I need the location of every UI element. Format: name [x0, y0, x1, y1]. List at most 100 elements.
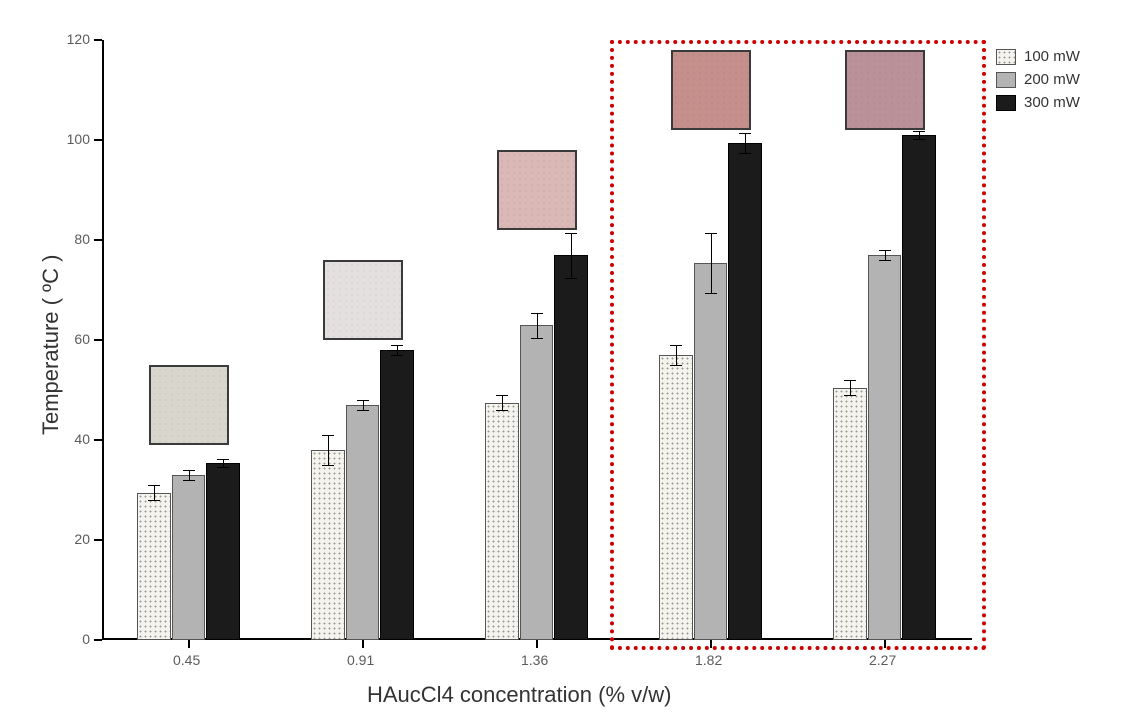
chart-stage: Temperature ( ºC ) HAucCl4 concentration… — [0, 0, 1146, 728]
error-cap — [496, 410, 508, 411]
bar — [659, 355, 693, 640]
y-axis-label: Temperature ( ºC ) — [38, 255, 64, 435]
legend-swatch — [996, 95, 1016, 111]
error-bar — [745, 133, 746, 153]
x-tick — [710, 640, 712, 648]
x-tick-label: 0.45 — [173, 652, 200, 668]
error-cap — [183, 470, 195, 471]
error-cap — [391, 345, 403, 346]
error-cap — [531, 313, 543, 314]
error-cap — [879, 260, 891, 261]
sample-swatch — [671, 50, 751, 130]
sample-swatch — [323, 260, 403, 340]
legend-label: 100 mW — [1024, 48, 1080, 65]
error-cap — [496, 395, 508, 396]
y-tick — [94, 339, 102, 341]
error-cap — [322, 435, 334, 436]
sample-swatch — [497, 150, 577, 230]
bar — [520, 325, 554, 640]
error-bar — [919, 131, 920, 139]
error-bar — [676, 345, 677, 365]
bar — [728, 143, 762, 641]
error-bar — [154, 485, 155, 500]
error-cap — [844, 395, 856, 396]
x-tick-label: 0.91 — [347, 652, 374, 668]
sample-swatch — [845, 50, 925, 130]
error-cap — [183, 480, 195, 481]
legend-label: 300 mW — [1024, 94, 1080, 111]
error-cap — [739, 153, 751, 154]
legend-swatch — [996, 49, 1016, 65]
legend-label: 200 mW — [1024, 71, 1080, 88]
error-cap — [913, 139, 925, 140]
error-cap — [565, 233, 577, 234]
y-tick — [94, 39, 102, 41]
x-tick-label: 1.82 — [695, 652, 722, 668]
error-bar — [189, 470, 190, 480]
legend-item: 200 mW — [996, 71, 1080, 88]
y-tick-label: 60 — [74, 331, 90, 347]
legend: 100 mW 200 mW 300 mW — [996, 48, 1080, 117]
error-cap — [148, 500, 160, 501]
x-tick — [536, 640, 538, 648]
error-bar — [223, 459, 224, 467]
legend-item: 100 mW — [996, 48, 1080, 65]
error-cap — [705, 293, 717, 294]
sample-swatch — [149, 365, 229, 445]
error-cap — [670, 365, 682, 366]
bar — [902, 135, 936, 640]
error-cap — [531, 338, 543, 339]
error-cap — [217, 467, 229, 468]
error-cap — [879, 250, 891, 251]
error-bar — [850, 380, 851, 395]
error-bar — [537, 313, 538, 338]
error-cap — [322, 465, 334, 466]
y-tick-label: 120 — [67, 31, 90, 47]
y-tick-label: 100 — [67, 131, 90, 147]
error-bar — [711, 233, 712, 293]
error-cap — [217, 459, 229, 460]
legend-item: 300 mW — [996, 94, 1080, 111]
error-bar — [571, 233, 572, 278]
error-cap — [739, 133, 751, 134]
error-bar — [363, 400, 364, 410]
bar — [172, 475, 206, 640]
x-tick-label: 2.27 — [869, 652, 896, 668]
error-cap — [391, 355, 403, 356]
error-cap — [913, 131, 925, 132]
bar — [346, 405, 380, 640]
bar — [380, 350, 414, 640]
y-tick — [94, 539, 102, 541]
error-bar — [328, 435, 329, 465]
y-tick-label: 40 — [74, 431, 90, 447]
y-tick-label: 20 — [74, 531, 90, 547]
error-cap — [844, 380, 856, 381]
x-axis-label: HAucCl4 concentration (% v/w) — [367, 682, 671, 708]
y-tick — [94, 239, 102, 241]
y-tick — [94, 439, 102, 441]
x-tick — [362, 640, 364, 648]
error-cap — [565, 278, 577, 279]
error-bar — [502, 395, 503, 410]
error-bar — [397, 345, 398, 355]
x-tick-label: 1.36 — [521, 652, 548, 668]
error-cap — [705, 233, 717, 234]
error-cap — [357, 410, 369, 411]
x-tick — [884, 640, 886, 648]
y-tick-label: 0 — [82, 631, 90, 647]
bar — [311, 450, 345, 640]
bar — [554, 255, 588, 640]
legend-swatch — [996, 72, 1016, 88]
bar — [833, 388, 867, 641]
bar — [206, 463, 240, 641]
x-tick — [188, 640, 190, 648]
error-cap — [148, 485, 160, 486]
error-cap — [357, 400, 369, 401]
y-tick-label: 80 — [74, 231, 90, 247]
y-tick — [94, 139, 102, 141]
y-tick — [94, 639, 102, 641]
bar — [868, 255, 902, 640]
bar — [137, 493, 171, 641]
error-bar — [885, 250, 886, 260]
bar — [485, 403, 519, 641]
